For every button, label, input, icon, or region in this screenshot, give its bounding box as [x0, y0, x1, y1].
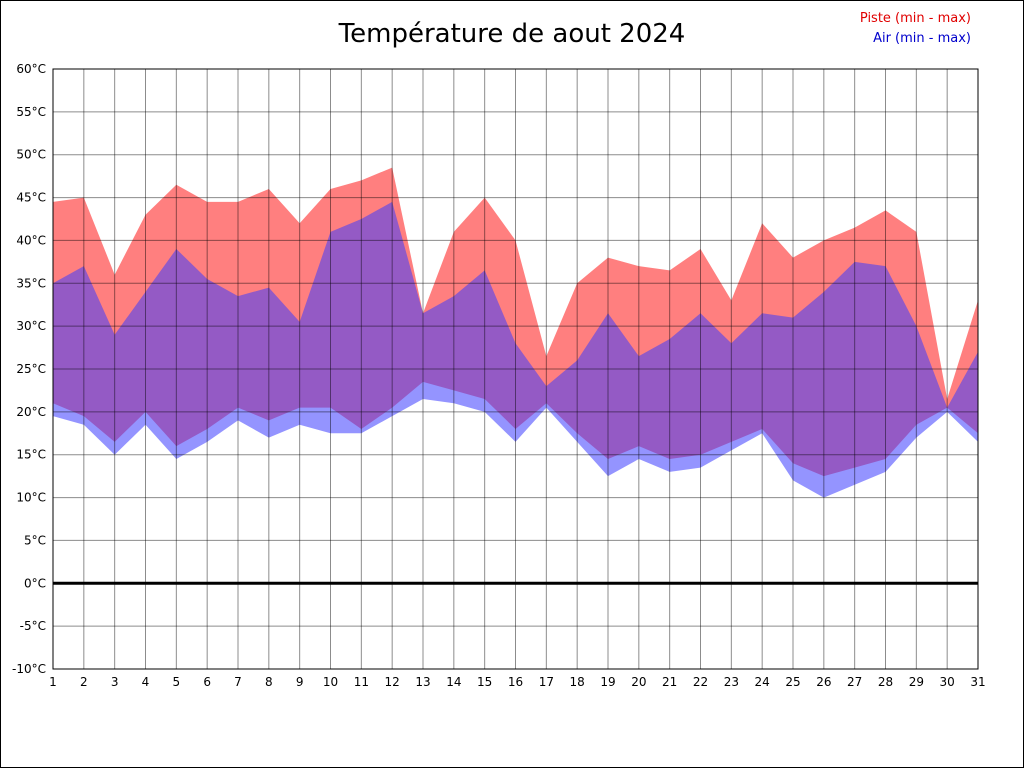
- y-tick-label: 25°C: [16, 362, 46, 376]
- legend-air-label: Air (min - max): [873, 31, 971, 46]
- y-tick-label: 0°C: [24, 576, 46, 590]
- x-tick-label: 22: [693, 675, 708, 689]
- x-tick-label: 10: [323, 675, 338, 689]
- x-tick-label: 19: [600, 675, 615, 689]
- y-tick-label: 35°C: [16, 276, 46, 290]
- y-tick-label: 5°C: [24, 533, 46, 547]
- y-tick-label: 30°C: [16, 319, 46, 333]
- y-tick-label: -5°C: [20, 619, 46, 633]
- y-tick-label: 45°C: [16, 191, 46, 205]
- x-tick-label: 29: [909, 675, 924, 689]
- x-tick-label: 30: [940, 675, 955, 689]
- y-tick-label: 15°C: [16, 448, 46, 462]
- x-tick-label: 5: [173, 675, 181, 689]
- x-tick-label: 6: [203, 675, 211, 689]
- legend: Piste (min - max) Air (min - max): [860, 9, 971, 49]
- air-band: [53, 201, 978, 498]
- chart-title: Température de aout 2024: [338, 19, 686, 49]
- y-tick-label: 10°C: [16, 491, 46, 505]
- x-tick-label: 3: [111, 675, 119, 689]
- x-tick-label: 26: [816, 675, 831, 689]
- y-tick-label: 50°C: [16, 148, 46, 162]
- x-tick-label: 16: [508, 675, 523, 689]
- x-tick-label: 31: [970, 675, 985, 689]
- x-tick-label: 27: [847, 675, 862, 689]
- x-tick-label: 25: [785, 675, 800, 689]
- x-tick-label: 9: [296, 675, 304, 689]
- x-tick-label: 1: [49, 675, 57, 689]
- x-tick-label: 24: [755, 675, 770, 689]
- x-tick-label: 17: [539, 675, 554, 689]
- y-tick-label: 20°C: [16, 405, 46, 419]
- y-tick-label: 55°C: [16, 105, 46, 119]
- x-tick-label: 13: [415, 675, 430, 689]
- x-tick-label: 28: [878, 675, 893, 689]
- y-tick-label: 40°C: [16, 233, 46, 247]
- x-tick-label: 21: [662, 675, 677, 689]
- plot-border: [52, 68, 979, 670]
- x-tick-label: 20: [631, 675, 646, 689]
- x-tick-label: 8: [265, 675, 273, 689]
- x-tick-label: 15: [477, 675, 492, 689]
- y-tick-label: -10°C: [12, 662, 46, 676]
- x-tick-label: 11: [354, 675, 369, 689]
- x-tick-label: 23: [724, 675, 739, 689]
- x-tick-label: 2: [80, 675, 88, 689]
- x-tick-label: 12: [385, 675, 400, 689]
- x-tick-label: 18: [570, 675, 585, 689]
- legend-piste-label: Piste (min - max): [859, 11, 971, 26]
- x-tick-label: 7: [234, 675, 242, 689]
- y-tick-label: 60°C: [16, 62, 46, 76]
- x-tick-label: 14: [446, 675, 461, 689]
- x-tick-label: 4: [142, 675, 150, 689]
